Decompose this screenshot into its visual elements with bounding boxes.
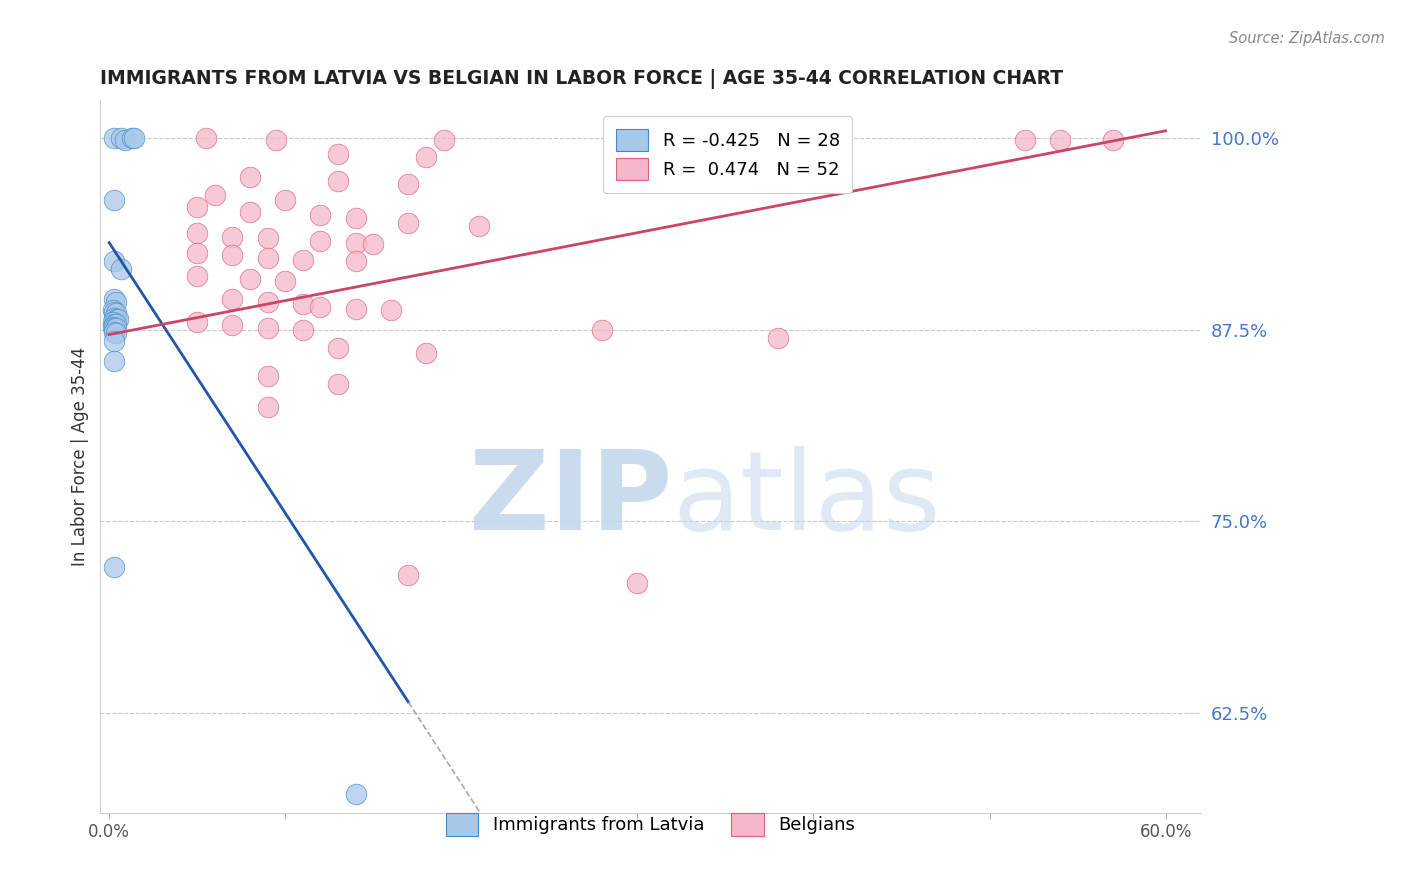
Point [256, 368, 278, 383]
Point [1101, 133, 1123, 147]
Point [239, 272, 262, 286]
Point [103, 131, 125, 145]
Point [415, 346, 437, 360]
Point [266, 133, 288, 147]
Legend: Immigrants from Latvia, Belgians: Immigrants from Latvia, Belgians [439, 806, 862, 843]
Point [107, 312, 129, 326]
Point [398, 216, 420, 230]
Point [309, 208, 332, 222]
Point [344, 211, 367, 226]
Point [186, 227, 208, 241]
Point [114, 133, 136, 147]
Point [591, 323, 613, 337]
Point [291, 297, 314, 311]
Point [186, 246, 208, 260]
Point [326, 146, 349, 161]
Point [1014, 133, 1036, 147]
Point [105, 312, 128, 326]
Point [204, 188, 226, 202]
Point [110, 131, 132, 145]
Point [326, 376, 349, 391]
Point [380, 303, 402, 318]
Point [221, 293, 243, 307]
Point [186, 201, 208, 215]
Point [398, 568, 420, 582]
Point [103, 325, 125, 339]
Point [101, 303, 124, 318]
Text: IMMIGRANTS FROM LATVIA VS BELGIAN IN LABOR FORCE | AGE 35-44 CORRELATION CHART: IMMIGRANTS FROM LATVIA VS BELGIAN IN LAB… [100, 69, 1063, 88]
Point [398, 178, 420, 192]
Point [103, 304, 125, 318]
Point [291, 252, 314, 267]
Point [103, 321, 125, 335]
Point [221, 248, 243, 262]
Point [256, 400, 278, 414]
Point [291, 323, 314, 337]
Point [326, 174, 349, 188]
Point [186, 315, 208, 329]
Text: Source: ZipAtlas.com: Source: ZipAtlas.com [1229, 31, 1385, 46]
Point [309, 300, 332, 314]
Point [103, 193, 125, 207]
Point [1049, 133, 1071, 147]
Point [256, 231, 278, 245]
Point [344, 301, 367, 316]
Point [103, 317, 125, 331]
Point [101, 315, 124, 329]
Point [326, 342, 349, 356]
Point [256, 321, 278, 335]
Point [103, 560, 125, 574]
Point [110, 261, 132, 276]
Point [103, 293, 125, 307]
Point [122, 131, 145, 145]
Point [105, 321, 128, 335]
Y-axis label: In Labor Force | Age 35-44: In Labor Force | Age 35-44 [72, 347, 89, 566]
Point [415, 150, 437, 164]
Point [344, 235, 367, 250]
Point [626, 575, 648, 590]
Point [361, 237, 384, 252]
Point [344, 787, 367, 801]
Point [105, 306, 128, 320]
Point [105, 317, 128, 331]
Point [221, 229, 243, 244]
Point [768, 331, 790, 345]
Text: ZIP: ZIP [470, 446, 672, 553]
Point [433, 133, 456, 147]
Point [103, 334, 125, 348]
Point [186, 269, 208, 284]
Point [239, 205, 262, 219]
Point [103, 353, 125, 368]
Point [221, 318, 243, 333]
Point [121, 131, 143, 145]
Point [195, 131, 218, 145]
Point [239, 169, 262, 184]
Point [103, 254, 125, 268]
Text: atlas: atlas [672, 446, 941, 553]
Point [256, 251, 278, 265]
Point [344, 254, 367, 268]
Point [105, 326, 128, 340]
Point [256, 295, 278, 310]
Point [468, 219, 491, 233]
Point [105, 295, 128, 310]
Point [274, 274, 297, 288]
Point [309, 234, 332, 248]
Point [274, 193, 297, 207]
Point [103, 310, 125, 325]
Point [101, 320, 124, 334]
